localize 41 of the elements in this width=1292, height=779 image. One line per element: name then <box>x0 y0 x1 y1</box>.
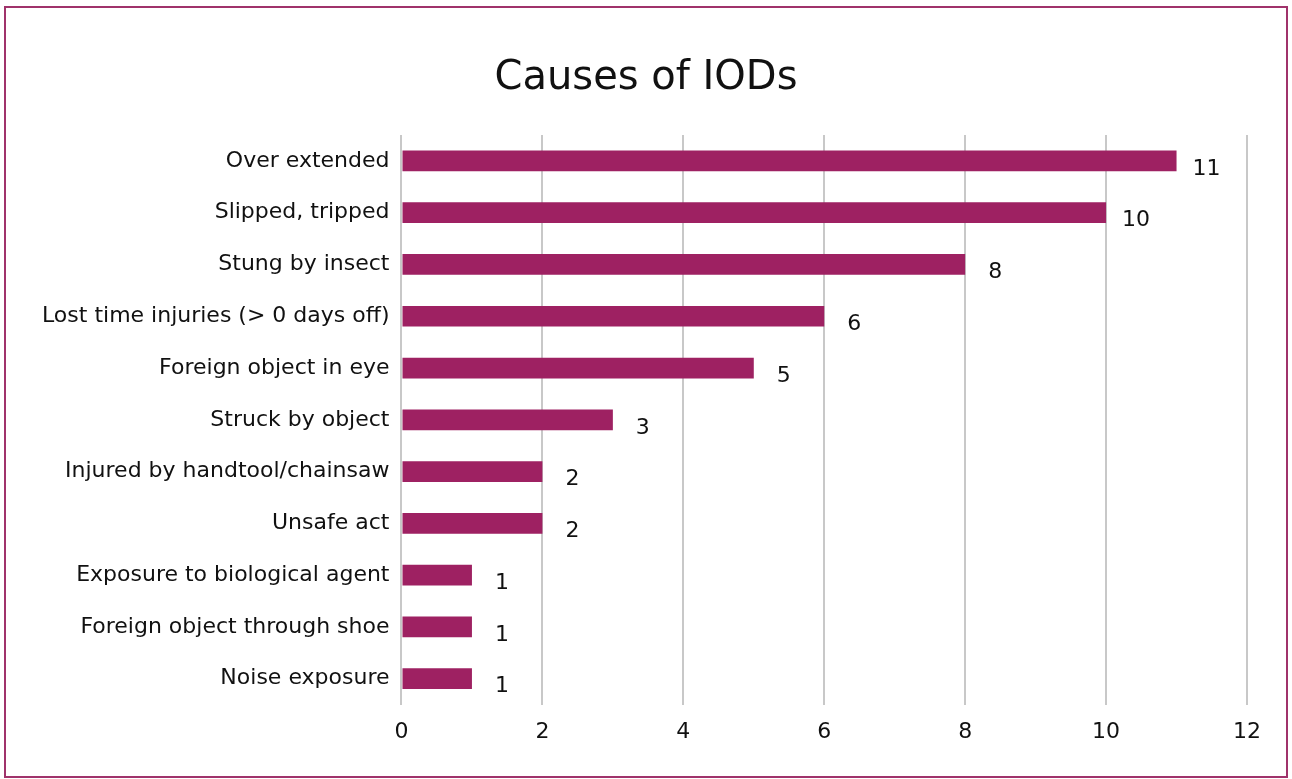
data-label: 3 <box>635 413 650 439</box>
data-label: 1 <box>494 672 509 698</box>
y-tick-label: Slipped, tripped <box>214 198 390 224</box>
bar <box>402 461 543 482</box>
x-tick-label: 2 <box>535 717 550 743</box>
y-tick-label: Lost time injuries (> 0 days off) <box>41 301 390 327</box>
x-tick-label: 6 <box>817 717 832 743</box>
bar <box>402 564 472 586</box>
data-label: 2 <box>565 517 580 543</box>
data-label: 10 <box>1122 206 1151 232</box>
x-tick-label: 4 <box>676 717 691 743</box>
bar <box>402 668 472 690</box>
data-label: 11 <box>1192 154 1221 180</box>
y-tick-label: Noise exposure <box>220 664 390 690</box>
data-label: 8 <box>988 258 1003 284</box>
data-label: 1 <box>494 568 509 594</box>
bar <box>402 254 966 275</box>
chart-title: Causes of IODs <box>493 52 799 98</box>
bar <box>402 409 613 431</box>
y-tick-label: Exposure to biological agent <box>76 560 390 586</box>
data-label: 6 <box>847 309 862 335</box>
y-tick-label: Over extended <box>225 146 390 172</box>
bar <box>402 357 754 379</box>
data-label: 2 <box>565 465 580 491</box>
bar <box>402 202 1107 224</box>
y-tick-label: Foreign object in eye <box>159 353 390 379</box>
x-tick-label: 8 <box>958 717 973 743</box>
y-tick-label: Stung by insect <box>218 250 390 276</box>
y-tick-label: Struck by object <box>210 405 390 431</box>
x-tick-label: 10 <box>1092 717 1121 743</box>
bar <box>402 305 825 327</box>
data-label: 5 <box>776 361 791 387</box>
y-tick-label: Foreign object through shoe <box>80 612 390 638</box>
bar <box>402 150 1177 172</box>
bar <box>402 513 543 534</box>
x-tick-label: 0 <box>394 717 409 743</box>
bar <box>402 616 472 638</box>
y-tick-label: Unsafe act <box>272 509 390 535</box>
y-tick-label: Injured by handtool/chainsaw <box>65 457 390 483</box>
data-label: 1 <box>494 620 509 646</box>
x-tick-label: 12 <box>1233 717 1261 743</box>
